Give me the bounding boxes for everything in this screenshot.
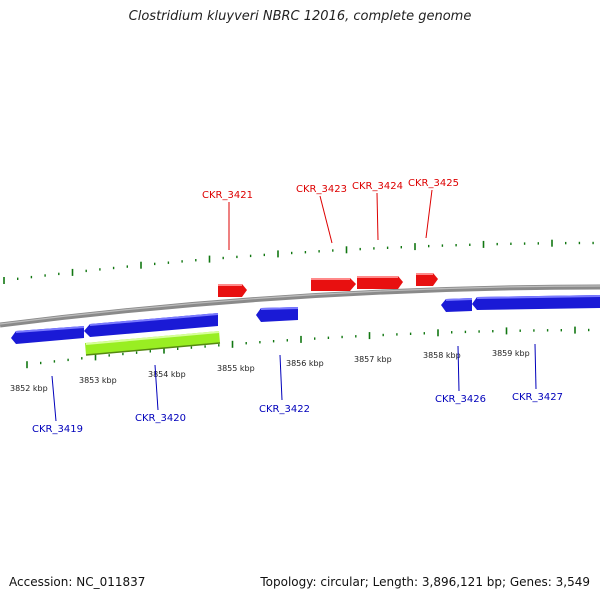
scale-label-3856: 3856 kbp xyxy=(286,359,324,368)
leader-lines-forward xyxy=(228,189,433,250)
genome-backbone xyxy=(0,284,600,328)
label-CKR_3425: CKR_3425 xyxy=(408,178,459,189)
gene-CKR_3420-highlight[interactable] xyxy=(85,331,221,356)
gene-CKR_3422[interactable] xyxy=(256,307,299,322)
accession-text: Accession: NC_011837 xyxy=(9,575,146,589)
gene-CKR_3426[interactable] xyxy=(441,298,473,312)
scale-label-3857: 3857 kbp xyxy=(354,355,392,364)
scale-label-3854: 3854 kbp xyxy=(148,370,186,379)
scale-label-3859: 3859 kbp xyxy=(492,349,530,358)
gene-CKR_3420-reverse-part[interactable] xyxy=(84,313,219,337)
label-CKR_3421: CKR_3421 xyxy=(202,190,253,201)
gene-CKR_3419[interactable] xyxy=(11,326,85,344)
topology-summary: Topology: circular; Length: 3,896,121 bp… xyxy=(260,575,590,589)
scale-label-3853: 3853 kbp xyxy=(79,376,117,385)
label-CKR_3422: CKR_3422 xyxy=(259,404,310,415)
diagram-title: Clostridium kluyveri NBRC 12016, complet… xyxy=(128,9,472,24)
label-CKR_3427: CKR_3427 xyxy=(512,392,563,403)
label-CKR_3424: CKR_3424 xyxy=(352,181,403,192)
gene-CKR_3425[interactable] xyxy=(416,273,438,286)
gene-CKR_3423[interactable] xyxy=(311,278,356,291)
gene-CKR_3424[interactable] xyxy=(357,276,403,289)
label-CKR_3426: CKR_3426 xyxy=(435,394,486,405)
gene-CKR_3421[interactable] xyxy=(218,284,247,297)
scale-label-3852: 3852 kbp xyxy=(10,384,48,393)
upper-tick-row xyxy=(3,239,594,284)
genome-backbone-highlight xyxy=(0,285,600,325)
leader-lines-reverse xyxy=(51,343,537,422)
lower-tick-row xyxy=(26,326,590,369)
scale-label-3855: 3855 kbp xyxy=(217,364,255,373)
label-CKR_3419: CKR_3419 xyxy=(32,424,83,435)
scale-label-3858: 3858 kbp xyxy=(423,351,461,360)
label-CKR_3420: CKR_3420 xyxy=(135,413,186,424)
gene-CKR_3427[interactable] xyxy=(472,295,600,310)
label-CKR_3423: CKR_3423 xyxy=(296,184,347,195)
